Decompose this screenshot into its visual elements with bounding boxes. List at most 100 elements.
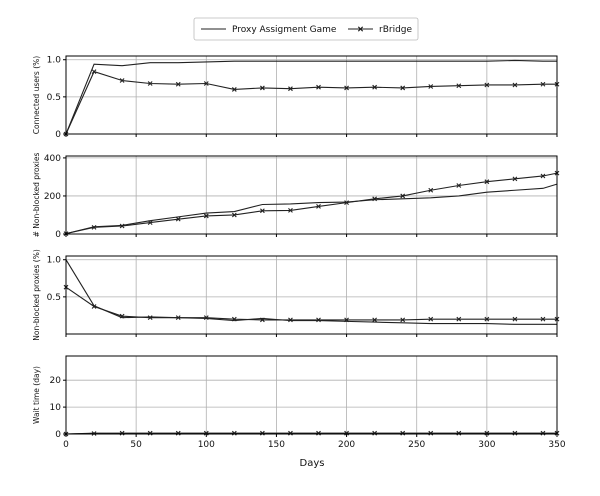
data-point-rbridge (428, 316, 434, 322)
marker-stroke (456, 183, 462, 188)
data-point-rbridge (400, 85, 406, 91)
data-point-rbridge (288, 208, 293, 213)
y-tick-label: 1.0 (47, 256, 62, 266)
marker-stroke (175, 81, 181, 87)
marker-stroke (456, 83, 462, 89)
series-line-proxy-game (65, 59, 557, 135)
marker-stroke (372, 84, 378, 90)
data-point-rbridge (91, 431, 97, 436)
data-point-rbridge (540, 81, 546, 87)
panel-2: 0 200 400# Non-blocked proxies (32, 153, 560, 240)
data-point-rbridge (231, 212, 237, 218)
data-point-rbridge (147, 220, 153, 225)
x-tick-label: 150 (268, 440, 285, 450)
data-point-rbridge (203, 213, 209, 219)
marker-stroke (288, 208, 293, 213)
data-point-rbridge (428, 84, 434, 89)
marker-stroke (316, 317, 321, 323)
marker-stroke (175, 216, 181, 222)
data-point-rbridge (175, 216, 181, 222)
data-point-rbridge (316, 204, 321, 209)
marker-stroke (147, 315, 153, 321)
marker-stroke (400, 317, 406, 323)
x-tick-label: 200 (338, 440, 355, 450)
data-point-rbridge (344, 430, 349, 436)
marker-stroke (484, 430, 490, 436)
y-tick-label: 1.0 (47, 56, 62, 66)
data-point-rbridge (540, 173, 546, 179)
marker-stroke (288, 317, 293, 323)
x-tick-label: 50 (130, 440, 142, 450)
marker-stroke (203, 430, 209, 436)
marker-stroke (91, 224, 97, 230)
marker-stroke (428, 316, 434, 322)
marker-stroke (231, 430, 237, 436)
data-point-rbridge (400, 193, 406, 199)
marker-stroke (344, 200, 349, 205)
y-tick-label: 200 (44, 192, 61, 202)
data-point-rbridge (344, 85, 349, 91)
legend-label-rbridge: rBridge (379, 25, 413, 35)
marker-stroke (540, 316, 546, 322)
data-point-rbridge (288, 430, 293, 436)
marker-stroke (372, 317, 378, 323)
data-point-rbridge (456, 183, 462, 188)
marker-stroke (512, 430, 518, 436)
data-point-rbridge (119, 313, 125, 319)
data-point-rbridge (456, 83, 462, 89)
data-point-rbridge (119, 78, 125, 83)
marker-stroke (231, 87, 237, 92)
marker-stroke (231, 212, 237, 218)
marker-stroke (456, 316, 462, 322)
data-point-rbridge (540, 430, 546, 436)
marker-stroke (540, 430, 546, 436)
data-point-rbridge (91, 304, 97, 309)
series-line-proxy-game (65, 259, 557, 325)
data-point-rbridge (260, 85, 265, 91)
panel-3: 0.5 1.0 Non-blocked proxies (%) (32, 249, 560, 341)
marker-stroke (456, 430, 462, 436)
marker-stroke (372, 430, 378, 436)
marker-stroke (260, 430, 265, 436)
panel-4: 0 10 20 Wait time (day) 0 50 100 150 200 250 300 35… (32, 355, 566, 450)
marker-stroke (484, 179, 490, 185)
data-point-rbridge (147, 430, 153, 436)
y-axis-label: # Non-blocked proxies (32, 153, 41, 238)
marker-stroke (119, 223, 125, 229)
data-point-rbridge (428, 430, 434, 436)
data-point-rbridge (203, 430, 209, 436)
marker-stroke (175, 430, 181, 436)
data-point-rbridge (147, 81, 153, 86)
marker-stroke (260, 85, 265, 91)
y-tick-label: 0.5 (47, 93, 61, 103)
series-line-proxy-game (65, 183, 558, 235)
data-point-rbridge (288, 86, 293, 92)
marker-stroke (119, 78, 125, 83)
legend: Proxy Assigment Game rBridge (193, 17, 419, 41)
marker-stroke (147, 81, 153, 86)
data-point-rbridge (512, 316, 518, 322)
data-point-rbridge (260, 317, 265, 323)
axis-frame (65, 255, 558, 335)
data-point-rbridge (484, 82, 490, 88)
y-tick-label: 0 (55, 130, 61, 140)
x-tick-label: 100 (198, 440, 215, 450)
data-point-rbridge (400, 317, 406, 323)
data-point-rbridge (203, 81, 209, 86)
data-point-rbridge (231, 316, 237, 322)
data-point-rbridge (91, 69, 97, 74)
data-point-rbridge (484, 430, 490, 436)
y-axis-label: Wait time (day) (32, 366, 41, 424)
marker-stroke (400, 430, 406, 436)
y-tick-label: 0 (55, 230, 61, 240)
y-tick-label: 0 (55, 430, 61, 440)
legend-marker-rbridge (357, 26, 364, 32)
data-point-rbridge (372, 84, 378, 90)
axis-frame (65, 155, 558, 235)
marker-stroke (260, 208, 265, 214)
marker-stroke (540, 173, 546, 179)
data-point-rbridge (288, 317, 293, 323)
marker-stroke (175, 315, 181, 321)
